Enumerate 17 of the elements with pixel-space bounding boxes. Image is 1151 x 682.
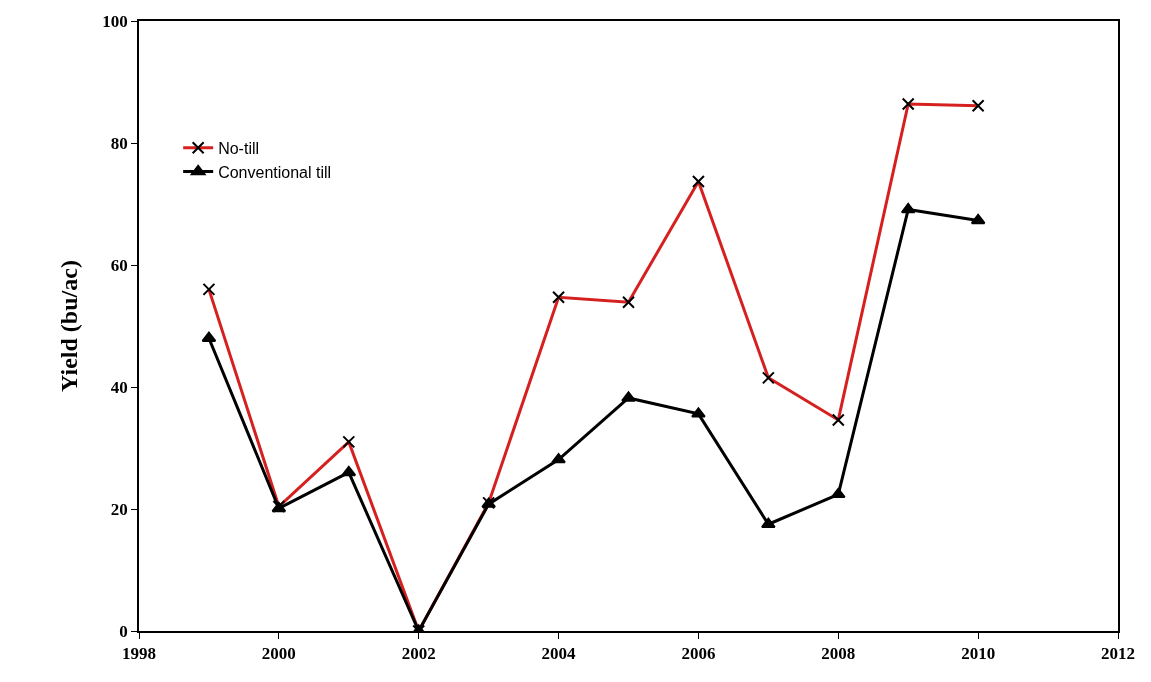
y-tick-label: 20 (110, 499, 128, 519)
x-tick-label: 2004 (541, 644, 577, 664)
x-tick-label: 2010 (961, 644, 996, 664)
y-tick-label: 60 (110, 255, 128, 275)
legend-label: No-till (218, 139, 260, 157)
y-axis-title: Yield (bu/ac) (55, 260, 82, 392)
x-tick-label: 2002 (401, 644, 436, 664)
x-tick-label: 2000 (261, 644, 296, 664)
legend-label: Conventional till (218, 163, 332, 181)
y-tick-label: 40 (110, 377, 128, 397)
x-tick-label: 2008 (821, 644, 856, 664)
y-tick-label: 100 (102, 11, 128, 31)
x-tick-label: 2006 (681, 644, 716, 664)
x-tick-label: 1998 (122, 644, 156, 664)
y-tick-label: 0 (119, 621, 128, 641)
y-tick-label: 80 (110, 133, 128, 153)
x-tick-label: 2012 (1101, 644, 1135, 664)
